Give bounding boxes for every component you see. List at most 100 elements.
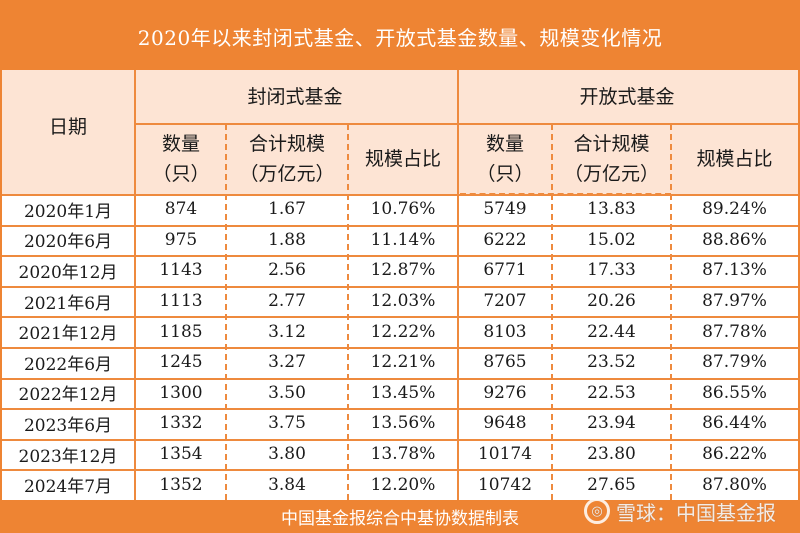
cell-closed-scale: 3.80 [268,444,306,465]
header-open-count: 数量 （只） [458,124,552,194]
cell-open-count: 8765 [483,352,527,373]
grid-line [670,124,672,500]
cell-date: 2022年6月 [23,354,113,375]
header-count-label: 数量 [485,133,524,155]
table-row: 2020年1月 874 1.67 10.76% 5749 13.83 89.24… [2,194,798,225]
cell-open-count: 10742 [477,474,533,495]
cell-open-count: 9648 [483,413,527,434]
grid-line [2,285,798,288]
header-open-scale: 合计规模 （万亿元） [552,124,671,194]
grid-line [2,377,798,380]
cell-date: 2020年6月 [23,232,113,253]
cell-closed-share: 13.56% [370,413,436,434]
cell-date: 2020年12月 [18,262,118,283]
cell-closed-count: 1245 [159,352,203,373]
cell-open-scale: 17.33 [587,260,636,281]
cell-closed-scale: 2.56 [268,260,306,281]
cell-date: 2021年6月 [23,293,113,314]
cell-closed-share: 11.14% [370,229,436,250]
cell-open-share: 88.86% [702,229,767,250]
snowball-logo-icon: ◎ [584,498,610,524]
cell-open-scale: 23.52 [587,352,636,373]
grid-line [134,123,458,125]
grid-line [2,469,798,472]
table-row: 2020年12月 1143 2.56 12.87% 6771 17.33 87.… [2,255,798,286]
cell-open-share: 86.55% [702,382,767,403]
table-row: 2022年12月 1300 3.50 13.45% 9276 22.53 86.… [2,378,798,409]
cell-open-count: 6771 [483,260,527,281]
table-title: 2020年以来封闭式基金、开放式基金数量、规模变化情况 [2,2,798,70]
cell-open-share: 86.22% [702,444,767,465]
cell-closed-share: 13.45% [370,382,436,403]
grid-line [347,124,349,500]
cell-closed-count: 1332 [159,413,203,434]
grid-line [225,124,227,500]
header-closed-share: 规模占比 [364,148,441,170]
cell-open-scale: 23.94 [587,413,636,434]
grid-line [457,70,459,500]
cell-open-count: 7207 [483,291,527,312]
table-row: 2020年6月 975 1.88 11.14% 6222 15.02 88.86… [2,225,798,256]
cell-open-share: 87.97% [702,291,767,312]
table-body: 2020年1月 874 1.67 10.76% 5749 13.83 89.24… [2,193,798,500]
header-closed-scale: 合计规模 （万亿元） [226,124,348,194]
cell-open-scale: 27.65 [587,474,636,495]
header-scale-unit: （万亿元） [563,163,659,185]
grid-line [2,316,798,319]
cell-closed-share: 12.22% [370,321,436,342]
grid-line [2,347,798,349]
grid-line [2,194,798,196]
cell-open-count: 5749 [483,199,527,220]
header-closed-group: 封闭式基金 [247,86,343,108]
cell-closed-scale: 1.67 [268,199,306,220]
cell-closed-share: 12.03% [370,291,436,312]
grid-line [460,193,671,195]
cell-closed-scale: 2.77 [268,291,306,312]
cell-open-count: 8103 [483,321,527,342]
table-header: 日期 封闭式基金 开放式基金 数量 （只） 合计规模 （万亿元） 规模占比 数量… [2,70,798,194]
header-date: 日期 [48,116,87,138]
cell-closed-scale: 3.12 [268,321,306,342]
cell-closed-count: 1352 [159,474,203,495]
watermark: ◎ 雪球：中国基金报 [584,496,776,526]
cell-open-count: 9276 [483,382,527,403]
cell-closed-share: 13.78% [370,444,436,465]
grid-line [2,438,798,441]
cell-closed-share: 12.87% [370,260,436,281]
cell-closed-scale: 1.88 [268,229,306,250]
cell-open-scale: 20.26 [587,291,636,312]
table-row: 2021年12月 1185 3.12 12.22% 8103 22.44 87.… [2,316,798,347]
cell-open-scale: 15.02 [587,229,636,250]
table-row: 2022年6月 1245 3.27 12.21% 8765 23.52 87.7… [2,347,798,378]
cell-closed-count: 874 [164,199,198,220]
cell-open-scale: 23.80 [587,444,636,465]
header-open-group: 开放式基金 [579,86,675,108]
cell-closed-count: 1354 [159,444,203,465]
cell-closed-count: 1300 [159,382,203,403]
cell-open-count: 6222 [483,229,527,250]
cell-open-share: 87.78% [702,321,767,342]
cell-open-scale: 22.53 [587,382,636,403]
table-row: 2023年12月 1354 3.80 13.78% 10174 23.80 86… [2,439,798,470]
cell-date: 2023年12月 [18,446,118,467]
header-scale-label: 合计规模 [248,133,325,155]
cell-closed-count: 1185 [159,321,203,342]
cell-closed-count: 1143 [159,260,203,281]
cell-open-share: 87.79% [702,352,767,373]
cell-closed-scale: 3.27 [268,352,306,373]
table-row: 2023年6月 1332 3.75 13.56% 9648 23.94 86.4… [2,408,798,439]
header-scale-unit: （万亿元） [239,163,335,185]
watermark-text: 雪球：中国基金报 [616,500,776,525]
header-count-unit: （只） [152,163,210,185]
cell-open-scale: 22.44 [587,321,636,342]
cell-closed-scale: 3.75 [268,413,306,434]
table-row: 2021年6月 1113 2.77 12.03% 7207 20.26 87.9… [2,286,798,317]
header-open-share: 规模占比 [696,148,773,170]
cell-open-scale: 13.83 [587,199,636,220]
source-footer: 中国基金报综合中基协数据制表 [2,500,798,533]
cell-open-share: 86.44% [702,413,767,434]
cell-date: 2022年12月 [18,385,118,406]
cell-date: 2021年12月 [18,324,118,345]
cell-open-share: 89.24% [702,199,767,220]
